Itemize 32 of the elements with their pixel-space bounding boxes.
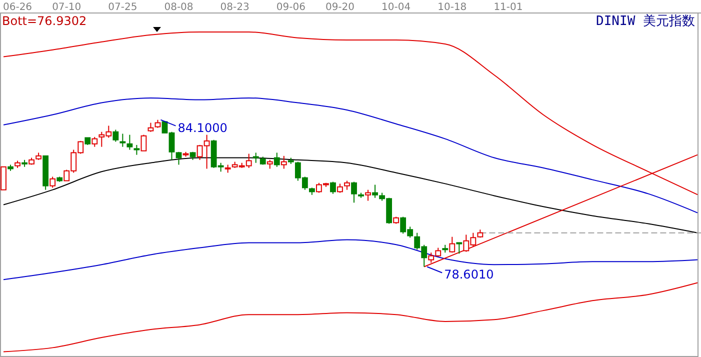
annotation: Bott=76.9302 (2, 14, 87, 28)
candlestick (351, 181, 357, 204)
candlestick (112, 129, 119, 142)
candlestick (344, 180, 350, 190)
candlestick (365, 189, 371, 202)
annotation: 84.1000 (178, 120, 228, 135)
x-tick-label: 09-20 (325, 2, 355, 13)
candlestick (449, 236, 456, 254)
x-tick-label: 11-01 (494, 2, 523, 13)
candlestick (148, 122, 154, 132)
candlestick (120, 133, 126, 148)
candlestick (92, 136, 98, 148)
candlestick (126, 134, 133, 150)
x-tick-label: 10-18 (438, 2, 467, 13)
candlestick (140, 134, 147, 152)
candlestick (337, 183, 343, 194)
candlestick (134, 144, 140, 156)
x-tick-label: 07-25 (108, 2, 138, 13)
candlestick (274, 152, 280, 168)
x-tick-label: 09-06 (276, 2, 306, 13)
annotation: 78.6010 (444, 268, 494, 282)
candlestick (456, 242, 462, 254)
candlestick (252, 152, 259, 164)
x-tick-label: 08-23 (220, 2, 250, 13)
candlestick (280, 155, 287, 170)
x-tick-label: 06-26 (2, 2, 32, 13)
x-tick-label: 10-04 (382, 2, 411, 13)
candlestick (330, 181, 336, 194)
chart-title: DINIW 美元指数 (596, 13, 695, 29)
x-tick-label: 07-10 (52, 2, 82, 13)
x-tick-label: 08-08 (164, 2, 194, 13)
candlestick (50, 176, 56, 188)
